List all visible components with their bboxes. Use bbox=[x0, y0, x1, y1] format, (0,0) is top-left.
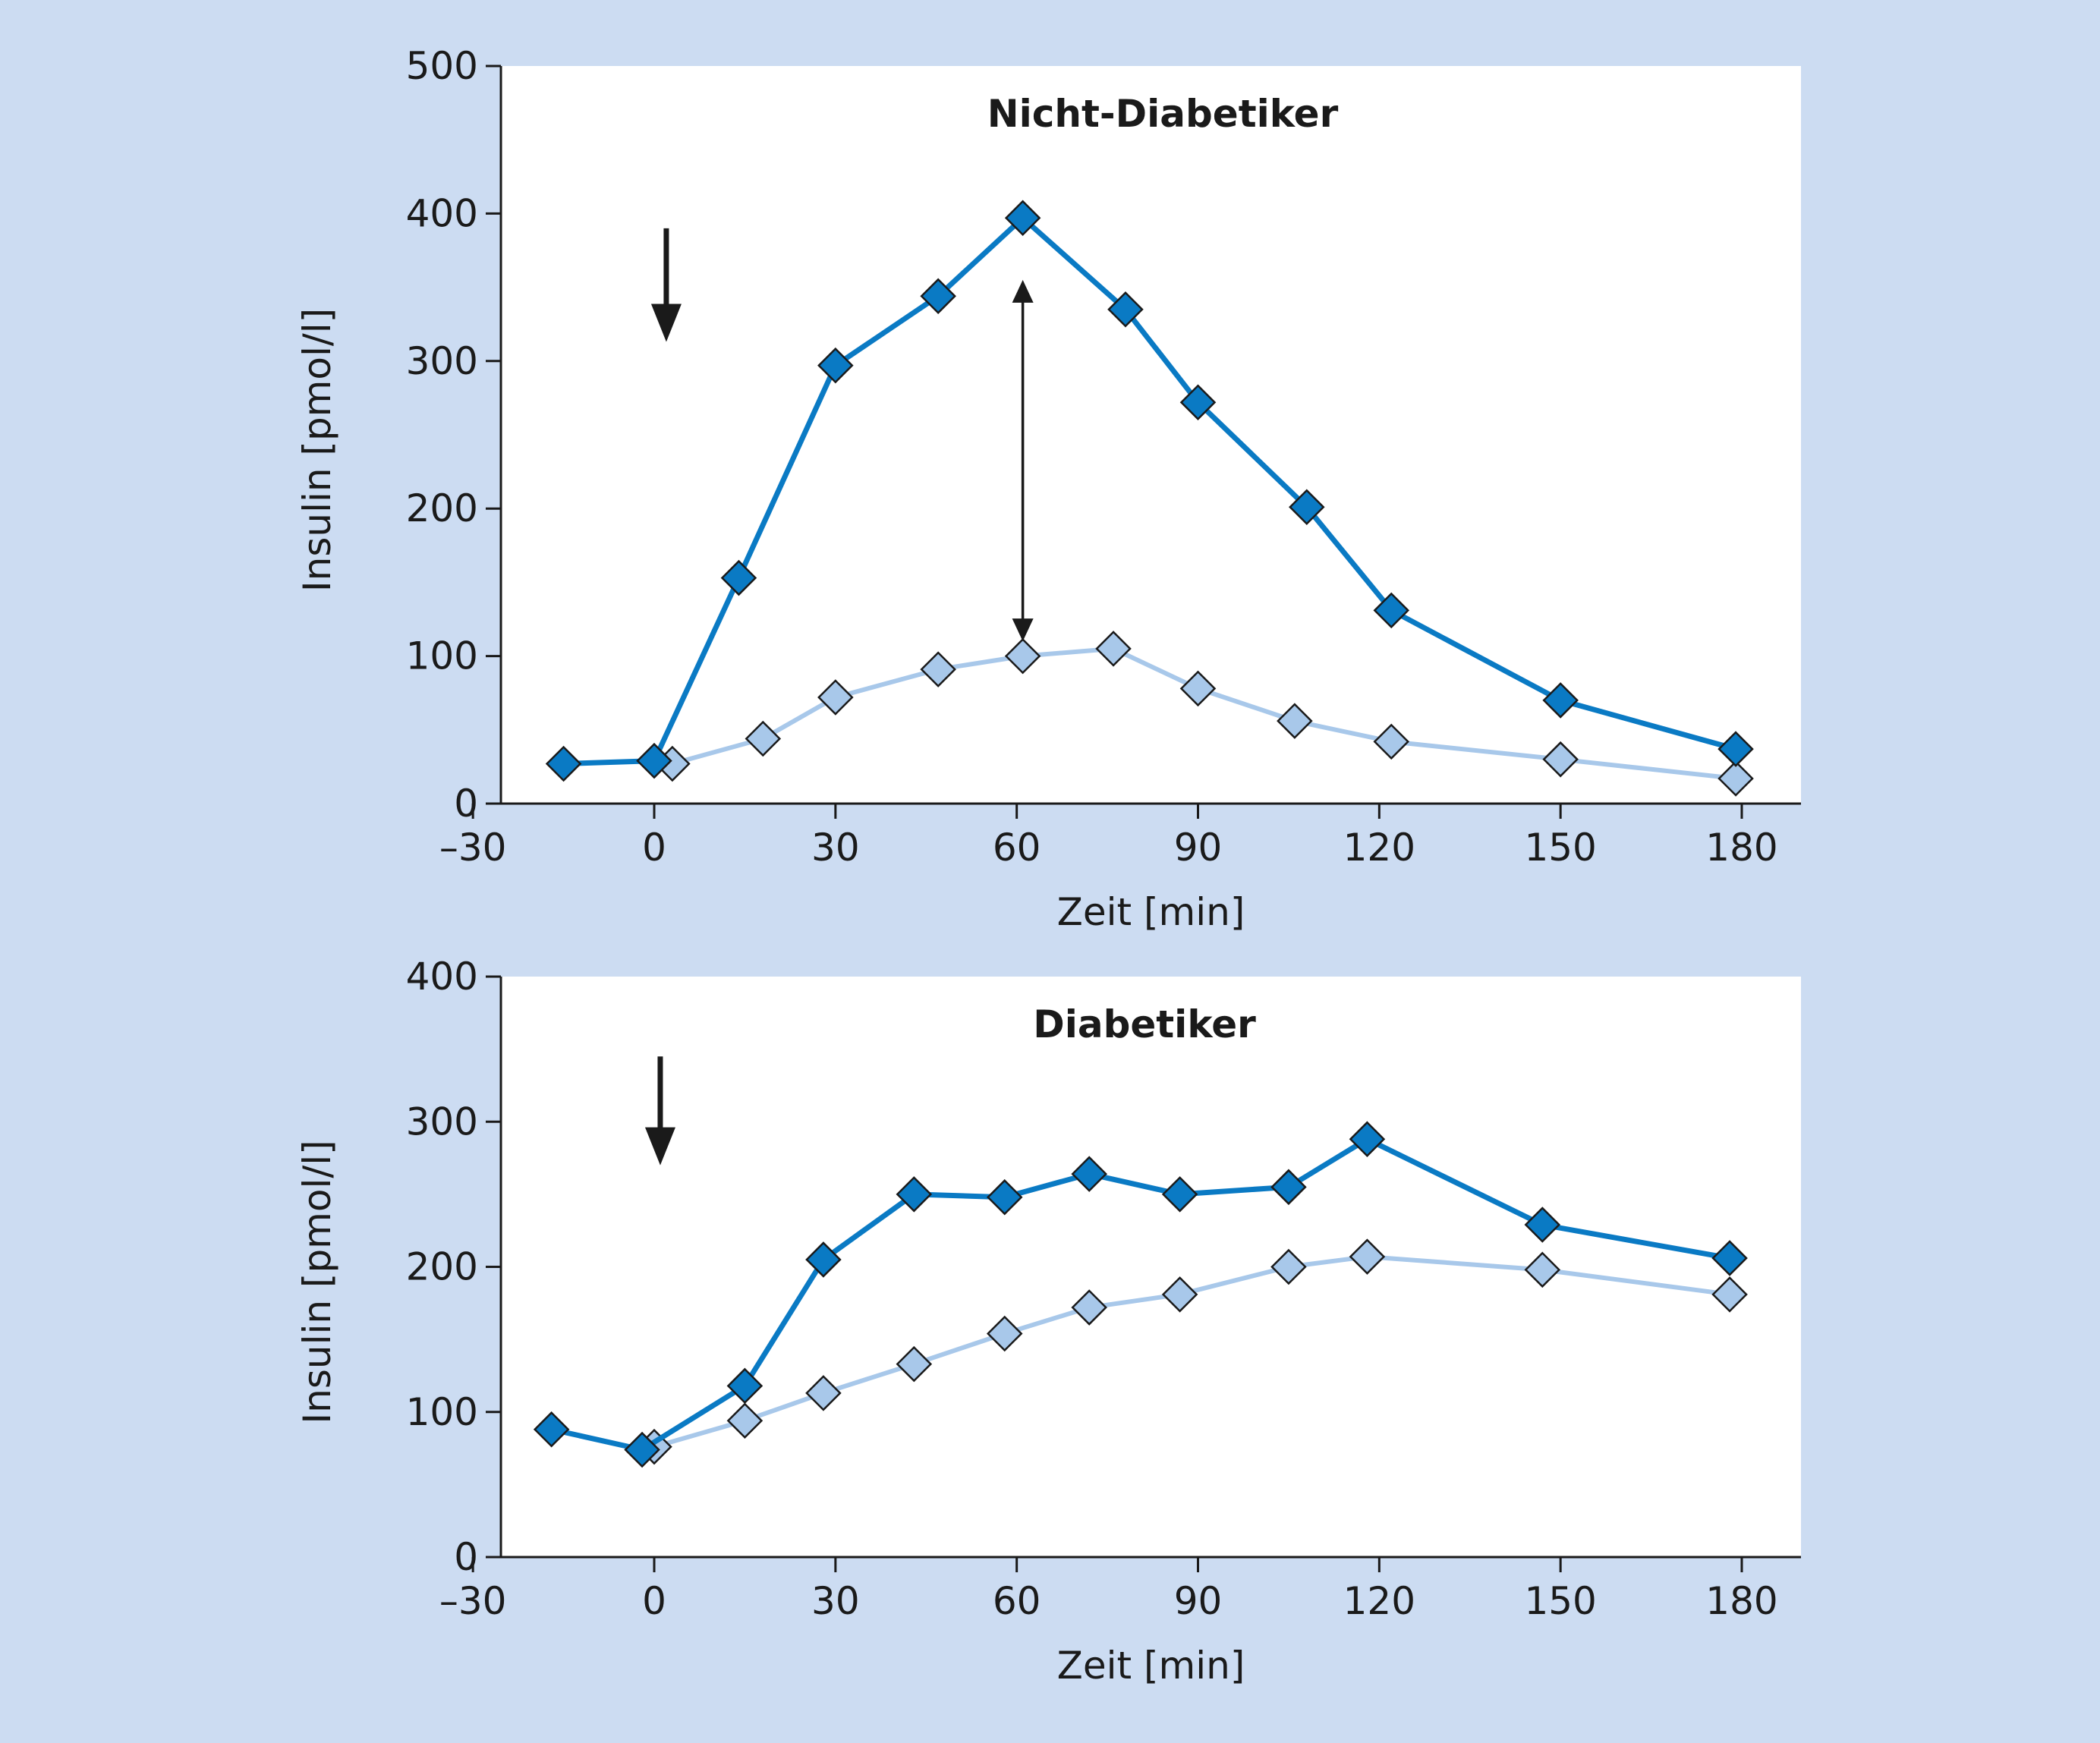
data-point-light bbox=[1161, 1276, 1198, 1313]
data-point-dark bbox=[1289, 489, 1325, 526]
data-point-light bbox=[1277, 703, 1313, 739]
chart-title: Nicht-Diabetiker bbox=[987, 92, 1339, 136]
data-point-dark bbox=[1161, 1176, 1198, 1213]
data-point-light bbox=[1004, 637, 1041, 675]
data-point-dark bbox=[1542, 682, 1579, 719]
data-point-light bbox=[726, 1402, 763, 1439]
y-tick-label: 300 bbox=[406, 1100, 478, 1144]
data-point-dark bbox=[1071, 1156, 1107, 1192]
data-point-light bbox=[817, 679, 854, 716]
x-tick-label: 150 bbox=[1524, 1579, 1596, 1623]
x-tick-label: 60 bbox=[993, 1579, 1041, 1623]
x-tick-label: –30 bbox=[439, 826, 507, 870]
x-tick-label: –30 bbox=[439, 1579, 507, 1623]
y-axis-title: Insulin [pmol/l] bbox=[295, 1140, 339, 1424]
data-point-dark bbox=[726, 1367, 763, 1405]
data-point-dark bbox=[545, 745, 582, 782]
data-point-light bbox=[1711, 1276, 1748, 1313]
data-point-dark bbox=[1107, 291, 1144, 328]
y-tick-label: 200 bbox=[406, 1245, 478, 1289]
x-tick-label: 60 bbox=[993, 826, 1041, 870]
data-point-light bbox=[745, 720, 782, 757]
data-point-light bbox=[1071, 1289, 1107, 1326]
y-tick-label: 100 bbox=[406, 1390, 478, 1434]
y-tick-label: 200 bbox=[406, 486, 478, 530]
y-tick-label: 500 bbox=[406, 44, 478, 88]
y-tick-label: 300 bbox=[406, 339, 478, 383]
data-point-dark bbox=[1717, 731, 1754, 767]
data-point-light bbox=[805, 1375, 842, 1411]
data-point-light bbox=[1095, 631, 1132, 667]
x-tick-label: 30 bbox=[811, 826, 860, 870]
series-line-dark bbox=[550, 1136, 1730, 1452]
data-point-dark bbox=[533, 1411, 570, 1448]
x-tick-label: 0 bbox=[642, 1579, 666, 1623]
x-axis-title: Zeit [min] bbox=[1057, 890, 1245, 934]
x-tick-label: 0 bbox=[642, 826, 666, 870]
x-tick-label: 90 bbox=[1174, 826, 1223, 870]
data-point-light bbox=[1373, 723, 1410, 760]
x-tick-label: 180 bbox=[1705, 1579, 1777, 1623]
y-tick-label: 0 bbox=[454, 782, 478, 826]
data-point-light bbox=[920, 651, 956, 687]
data-point-light bbox=[1179, 670, 1217, 707]
data-point-light bbox=[1349, 1238, 1386, 1275]
data-point-dark bbox=[1270, 1169, 1307, 1206]
data-point-dark bbox=[1349, 1121, 1386, 1157]
data-point-dark bbox=[636, 742, 672, 779]
data-point-dark bbox=[920, 278, 956, 315]
data-point-light bbox=[1270, 1248, 1307, 1285]
down-arrow-head bbox=[650, 304, 682, 342]
data-point-dark bbox=[817, 347, 854, 384]
data-point-dark bbox=[1179, 384, 1217, 420]
data-point-dark bbox=[986, 1178, 1023, 1216]
chart-title: Diabetiker bbox=[1033, 1002, 1256, 1046]
y-tick-label: 400 bbox=[406, 955, 478, 999]
x-tick-label: 120 bbox=[1343, 826, 1415, 870]
data-point-dark bbox=[1524, 1207, 1561, 1243]
y-tick-label: 0 bbox=[454, 1535, 478, 1579]
data-point-dark bbox=[720, 559, 757, 596]
x-tick-label: 150 bbox=[1524, 826, 1596, 870]
data-point-dark bbox=[624, 1431, 660, 1468]
data-point-light bbox=[1524, 1251, 1561, 1288]
data-point-light bbox=[1717, 760, 1754, 797]
x-tick-label: 30 bbox=[811, 1579, 860, 1623]
series-line-dark bbox=[563, 215, 1736, 767]
data-point-dark bbox=[1711, 1240, 1748, 1276]
data-point-dark bbox=[896, 1176, 933, 1213]
y-tick-label: 400 bbox=[406, 191, 478, 235]
x-tick-label: 120 bbox=[1343, 1579, 1415, 1623]
double-arrow-head-bottom bbox=[1012, 618, 1034, 642]
data-point-light bbox=[896, 1345, 933, 1383]
data-point-dark bbox=[1004, 200, 1041, 236]
plot-area bbox=[501, 977, 1801, 1557]
x-tick-label: 90 bbox=[1174, 1579, 1223, 1623]
x-tick-label: 180 bbox=[1705, 826, 1777, 870]
x-axis-title: Zeit [min] bbox=[1057, 1644, 1245, 1688]
data-point-dark bbox=[805, 1241, 842, 1278]
y-axis-title: Insulin [pmol/l] bbox=[295, 308, 339, 592]
double-arrow-head-top bbox=[1012, 279, 1034, 303]
y-tick-label: 100 bbox=[406, 634, 478, 678]
data-point-light bbox=[1542, 741, 1579, 778]
down-arrow-head bbox=[644, 1127, 675, 1166]
data-point-light bbox=[986, 1315, 1023, 1352]
data-point-dark bbox=[1373, 592, 1410, 629]
plot-area bbox=[501, 66, 1801, 804]
